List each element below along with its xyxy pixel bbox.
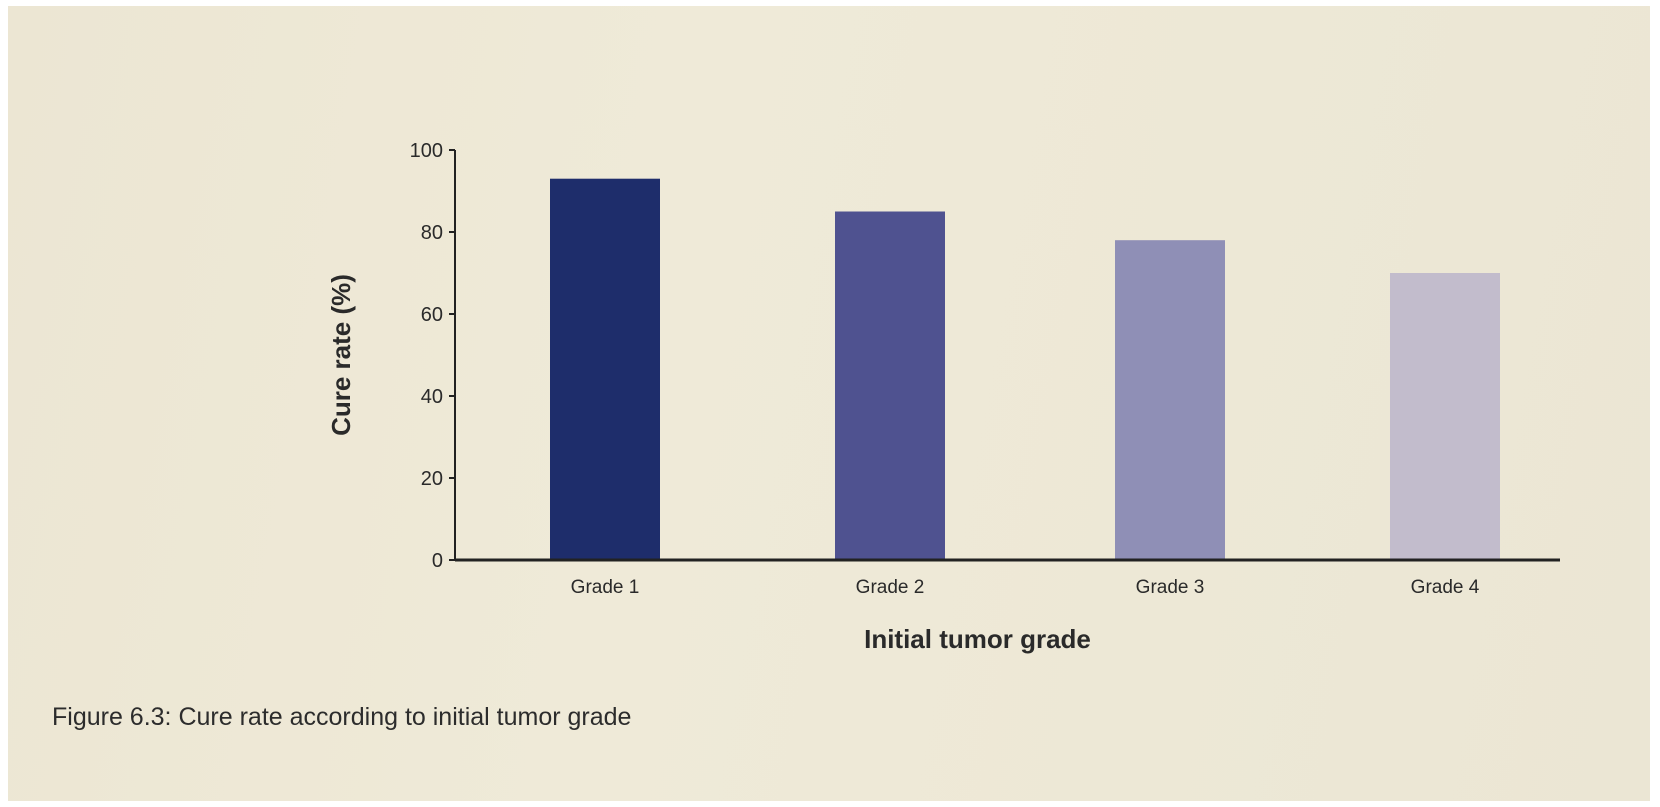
y-tick-label: 60	[421, 304, 443, 326]
x-category-label: Grade 2	[856, 577, 925, 598]
x-category-label: Grade 4	[1411, 577, 1480, 598]
x-category-label: Grade 3	[1136, 577, 1205, 598]
y-tick-label: 100	[410, 140, 443, 162]
figure-caption: Figure 6.3: Cure rate according to initi…	[52, 703, 632, 731]
y-tick-label: 0	[432, 550, 443, 572]
x-axis-labels: Grade 1 Grade 2 Grade 3 Grade 4	[571, 577, 1480, 598]
y-tick-label: 40	[421, 386, 443, 408]
y-axis-ticks: 0 20 40 60 80 100	[410, 140, 455, 572]
photo-background	[8, 6, 1650, 801]
bar-2	[835, 211, 945, 560]
bar-4	[1390, 273, 1500, 560]
x-axis-title: Initial tumor grade	[864, 624, 1091, 654]
bar-3	[1115, 240, 1225, 560]
bars	[550, 178, 1500, 560]
x-category-label: Grade 1	[571, 577, 640, 598]
y-tick-label: 20	[421, 468, 443, 490]
y-tick-label: 80	[421, 222, 443, 244]
bar-1	[550, 178, 660, 560]
y-axis-title: Cure rate (%)	[326, 274, 356, 436]
